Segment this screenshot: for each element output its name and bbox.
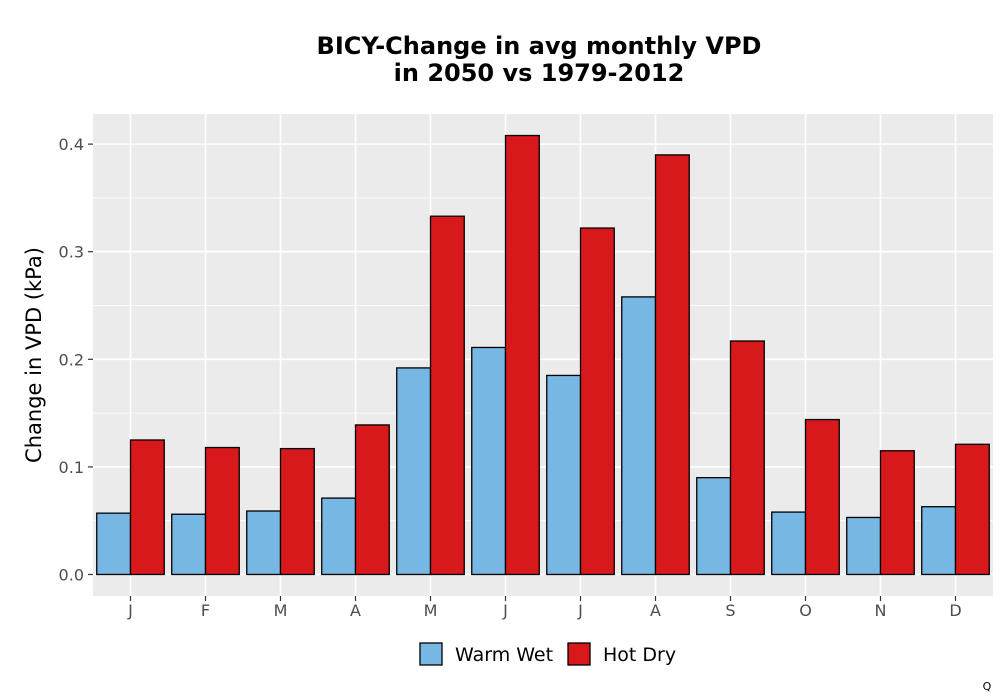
x-tick-label: F bbox=[201, 601, 210, 620]
x-tick-label: A bbox=[650, 601, 661, 620]
y-tick-label: 0.1 bbox=[59, 458, 84, 477]
bar-warm-wet bbox=[396, 367, 432, 576]
y-tick-label: 0.0 bbox=[59, 565, 84, 584]
corner-mark: Q bbox=[983, 680, 992, 693]
bar-hot-dry bbox=[879, 450, 915, 576]
x-tick-label: O bbox=[799, 601, 812, 620]
bar-hot-dry bbox=[504, 134, 540, 576]
chart-title-line2: in 2050 vs 1979-2012 bbox=[394, 59, 685, 87]
bar-warm-wet bbox=[96, 512, 132, 576]
bar-warm-wet bbox=[546, 374, 582, 576]
bar-hot-dry bbox=[354, 424, 390, 576]
bar-hot-dry bbox=[654, 154, 690, 576]
chart-title-line1: BICY-Change in avg monthly VPD bbox=[317, 32, 762, 60]
bar-warm-wet bbox=[921, 506, 957, 576]
bar-warm-wet bbox=[171, 513, 207, 576]
bar-hot-dry bbox=[429, 215, 465, 576]
y-axis-title: Change in VPD (kPa) bbox=[22, 247, 46, 463]
plot-panel bbox=[93, 114, 993, 596]
bar-warm-wet bbox=[771, 511, 807, 576]
bar-warm-wet bbox=[696, 477, 732, 576]
x-tick-label: J bbox=[502, 601, 508, 620]
legend: Warm Wet Hot Dry bbox=[419, 642, 676, 666]
bar-warm-wet bbox=[321, 497, 357, 576]
y-axis: 0.0 0.1 0.2 0.3 0.4 bbox=[59, 135, 93, 584]
x-tick-label: A bbox=[350, 601, 361, 620]
bar-hot-dry bbox=[954, 443, 990, 576]
bar-hot-dry bbox=[204, 446, 240, 576]
bar-warm-wet bbox=[246, 510, 282, 576]
bar-hot-dry bbox=[729, 340, 765, 576]
y-tick-label: 0.2 bbox=[59, 350, 84, 369]
bar-warm-wet bbox=[621, 296, 657, 576]
x-tick-label: N bbox=[875, 601, 887, 620]
grid-minor-lines bbox=[93, 197, 993, 522]
x-tick-label: M bbox=[424, 601, 438, 620]
bar-hot-dry bbox=[804, 418, 840, 576]
y-tick-label: 0.3 bbox=[59, 243, 84, 262]
bar-warm-wet bbox=[846, 516, 882, 576]
bar-hot-dry bbox=[279, 447, 315, 576]
x-tick-label: J bbox=[577, 601, 583, 620]
bar-warm-wet bbox=[471, 346, 507, 576]
y-tick-label: 0.4 bbox=[59, 135, 84, 154]
x-tick-label: D bbox=[949, 601, 961, 620]
bar-hot-dry bbox=[579, 227, 615, 576]
bars-group bbox=[96, 134, 990, 576]
legend-swatch-hot-dry bbox=[567, 642, 591, 666]
x-tick-label: J bbox=[127, 601, 133, 620]
legend-label-hot-dry: Hot Dry bbox=[603, 644, 676, 666]
x-tick-label: S bbox=[725, 601, 735, 620]
x-tick-label: M bbox=[274, 601, 288, 620]
legend-swatch-warm-wet bbox=[419, 642, 443, 666]
bar-hot-dry bbox=[129, 439, 165, 576]
legend-label-warm-wet: Warm Wet bbox=[455, 644, 553, 666]
